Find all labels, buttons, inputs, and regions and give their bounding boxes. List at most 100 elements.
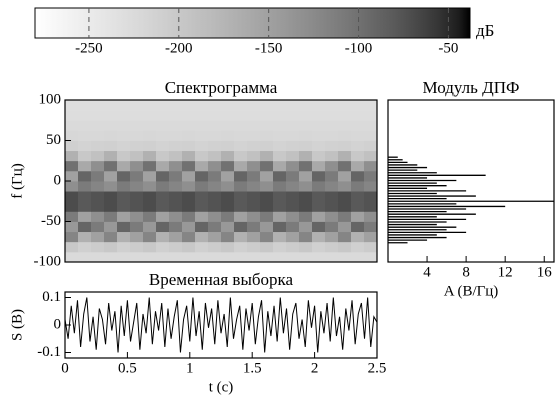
heatmap-cell bbox=[169, 110, 183, 121]
heatmap-cell bbox=[208, 170, 222, 182]
heatmap-cell bbox=[104, 201, 118, 212]
heatmap-cell bbox=[273, 231, 287, 243]
heatmap-cell bbox=[260, 140, 274, 152]
heatmap-cell bbox=[117, 211, 131, 222]
heatmap-cell bbox=[117, 170, 131, 182]
heatmap-cell bbox=[156, 100, 170, 111]
heatmap-cell bbox=[312, 201, 326, 212]
heatmap-cell bbox=[182, 181, 196, 192]
heatmap-cell bbox=[364, 181, 378, 192]
heatmap-cell bbox=[221, 181, 235, 192]
heatmap-cell bbox=[338, 241, 352, 253]
x-tick-label: 2 bbox=[311, 360, 319, 376]
heatmap-cell bbox=[312, 150, 326, 162]
heatmap-cell bbox=[260, 100, 274, 111]
heatmap-cell bbox=[65, 241, 79, 253]
heatmap-cell bbox=[182, 170, 196, 182]
heatmap-cell bbox=[104, 181, 118, 192]
heatmap-cell bbox=[91, 150, 105, 162]
heatmap-cell bbox=[247, 170, 261, 182]
heatmap-cell bbox=[234, 221, 248, 233]
heatmap-cell bbox=[182, 241, 196, 253]
heatmap-cell bbox=[338, 160, 352, 172]
heatmap-cell bbox=[169, 130, 183, 141]
y-tick-label: 50 bbox=[46, 132, 61, 148]
heatmap-cell bbox=[312, 100, 326, 111]
heatmap-cell bbox=[104, 231, 118, 243]
heatmap-cell bbox=[130, 201, 144, 212]
heatmap-cell bbox=[65, 140, 79, 152]
heatmap-cell bbox=[260, 211, 274, 222]
heatmap-cell bbox=[91, 140, 105, 152]
heatmap-cell bbox=[65, 100, 79, 111]
heatmap-cell bbox=[364, 241, 378, 253]
heatmap-cell bbox=[182, 231, 196, 243]
heatmap-cell bbox=[260, 221, 274, 233]
heatmap-cell bbox=[364, 150, 378, 162]
heatmap-cell bbox=[364, 160, 378, 172]
heatmap-cell bbox=[325, 130, 339, 141]
heatmap-cell bbox=[325, 231, 339, 243]
x-tick-label: 12 bbox=[498, 264, 513, 280]
heatmap-cell bbox=[169, 100, 183, 111]
heatmap-cell bbox=[169, 181, 183, 192]
colorbar-tick-label: -200 bbox=[165, 40, 193, 56]
heatmap-cell bbox=[130, 120, 144, 131]
heatmap-cell bbox=[195, 251, 209, 263]
heatmap-cell bbox=[91, 170, 105, 182]
heatmap-cell bbox=[364, 100, 378, 111]
heatmap-cell bbox=[325, 201, 339, 212]
heatmap-cell bbox=[221, 251, 235, 263]
heatmap-cell bbox=[104, 100, 118, 111]
heatmap-cell bbox=[312, 140, 326, 152]
heatmap-cell bbox=[260, 110, 274, 121]
x-tick-label: 0 bbox=[61, 360, 69, 376]
heatmap-cell bbox=[65, 160, 79, 172]
heatmap-cell bbox=[351, 211, 365, 222]
heatmap-cell bbox=[143, 130, 157, 141]
heatmap-cell bbox=[169, 170, 183, 182]
plot-title: Модуль ДПФ bbox=[423, 78, 520, 97]
heatmap-cell bbox=[312, 231, 326, 243]
heatmap-cell bbox=[286, 100, 300, 111]
heatmap-cell bbox=[156, 130, 170, 141]
heatmap-cell bbox=[247, 231, 261, 243]
heatmap-cell bbox=[130, 170, 144, 182]
heatmap-cell bbox=[364, 120, 378, 131]
heatmap-cell bbox=[104, 130, 118, 141]
y-axis-label: S (В) bbox=[9, 309, 25, 341]
heatmap-cell bbox=[312, 211, 326, 222]
heatmap-cell bbox=[117, 201, 131, 212]
heatmap-cell bbox=[130, 241, 144, 253]
y-tick-label: 100 bbox=[39, 91, 62, 107]
heatmap-cell bbox=[234, 181, 248, 192]
heatmap-cell bbox=[312, 181, 326, 192]
heatmap-cell bbox=[104, 191, 118, 202]
heatmap-cell bbox=[91, 160, 105, 172]
heatmap-cell bbox=[273, 160, 287, 172]
plot-title: Спектрограмма bbox=[165, 78, 278, 97]
heatmap-cell bbox=[286, 241, 300, 253]
heatmap-cell bbox=[325, 110, 339, 121]
heatmap-cell bbox=[130, 100, 144, 111]
heatmap-cell bbox=[117, 120, 131, 131]
heatmap-cell bbox=[169, 160, 183, 172]
heatmap-cell bbox=[286, 120, 300, 131]
heatmap-cell bbox=[273, 211, 287, 222]
heatmap-cell bbox=[156, 241, 170, 253]
heatmap-cell bbox=[117, 110, 131, 121]
heatmap-cell bbox=[65, 251, 79, 263]
heatmap-cell bbox=[351, 221, 365, 233]
heatmap-cell bbox=[325, 140, 339, 152]
heatmap-cell bbox=[195, 201, 209, 212]
heatmap-cell bbox=[65, 231, 79, 243]
heatmap-cell bbox=[286, 191, 300, 202]
heatmap-cell bbox=[143, 201, 157, 212]
heatmap-cell bbox=[325, 181, 339, 192]
heatmap-cell bbox=[91, 201, 105, 212]
heatmap-cell bbox=[130, 231, 144, 243]
heatmap-cell bbox=[299, 140, 313, 152]
heatmap-cell bbox=[286, 160, 300, 172]
heatmap-cell bbox=[364, 110, 378, 121]
